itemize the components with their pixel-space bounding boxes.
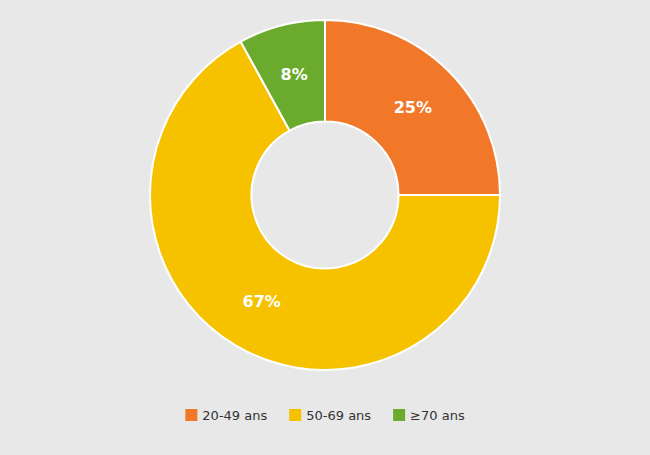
data-label: 8%: [281, 65, 308, 84]
legend-entry: 50-69 ans: [306, 408, 371, 423]
background: [0, 0, 650, 455]
legend: 20-49 ans 50-69 ans ≥70 ans: [185, 408, 465, 423]
data-label: 25%: [394, 98, 432, 117]
wedges: [150, 20, 500, 370]
legend-entry: ≥70 ans: [410, 408, 465, 423]
legend-entry: 20-49 ans: [202, 408, 267, 423]
chart: 25% 67% 8% 20-49 ans 50-69 ans ≥70 ans: [0, 0, 650, 455]
data-label: 67%: [243, 292, 281, 311]
legend-swatch: [185, 409, 197, 421]
wedge: [325, 20, 500, 195]
data-labels: 25% 67% 8%: [243, 65, 432, 311]
legend-swatch: [393, 409, 405, 421]
wedge: [241, 20, 325, 131]
legend-swatch: [289, 409, 301, 421]
